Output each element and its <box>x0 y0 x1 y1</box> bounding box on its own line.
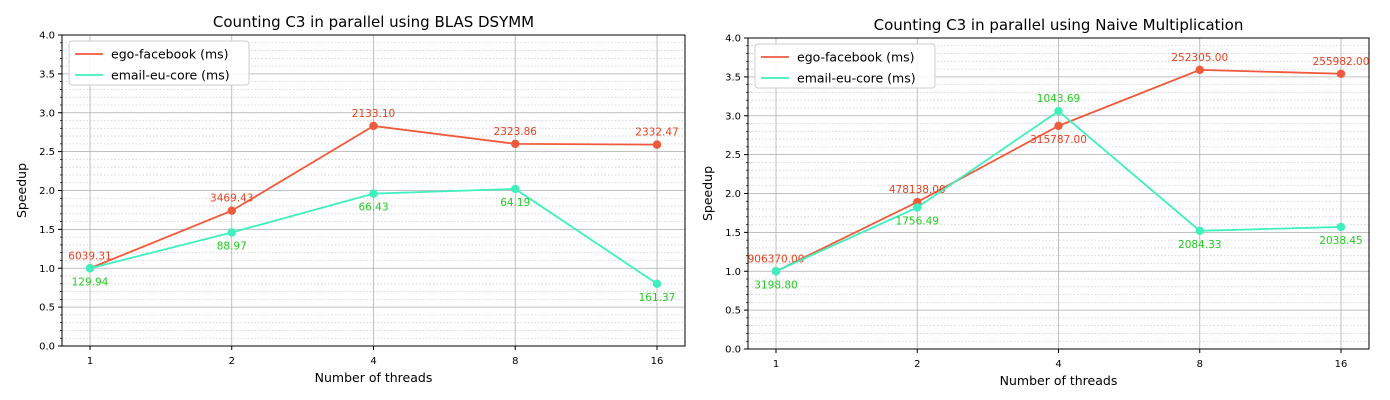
y-axis-label: Speedup <box>700 166 715 221</box>
data-point <box>227 228 236 237</box>
data-label: 2038.45 <box>1319 235 1362 247</box>
x-tick-label: 8 <box>1197 359 1203 370</box>
y-tick-label: 3.0 <box>725 111 741 122</box>
data-label: 3198.80 <box>754 279 797 291</box>
x-tick-label: 1 <box>773 359 779 370</box>
y-tick-label: 4.0 <box>39 31 55 42</box>
data-point <box>1336 222 1346 232</box>
x-tick-label: 4 <box>1055 359 1061 370</box>
legend-label: email-eu-core (ms) <box>111 68 230 83</box>
y-tick-label: 0.0 <box>725 345 741 356</box>
data-point <box>1195 65 1204 75</box>
data-label: 1756.49 <box>896 215 939 227</box>
legend-box <box>68 40 250 86</box>
y-tick-label: 2.0 <box>725 189 741 200</box>
chart-1: 0.0 0.5 1.0 1.5 2.0 2.5 3.0 3.5 4.0 1 2 4 8 16 Countin… <box>14 13 686 385</box>
data-point <box>652 279 662 288</box>
data-point <box>511 184 520 194</box>
data-label: 2323.86 <box>494 126 538 138</box>
data-label: 2084.33 <box>1178 239 1221 251</box>
x-tick-label: 4 <box>370 356 376 367</box>
legend-label: ego-facebook (ms) <box>111 47 229 62</box>
data-point <box>227 206 236 215</box>
legend-label: ego-facebook (ms) <box>797 50 915 65</box>
series-2: 3198.80 1756.49 1043.69 2084.33 2038.45 <box>754 93 1362 291</box>
data-point <box>85 264 95 273</box>
legend: ego-facebook (ms) email-eu-core (ms) <box>68 40 250 86</box>
y-tick-label: 2.5 <box>39 147 55 158</box>
data-point <box>511 139 520 149</box>
chart-2: 0.0 0.5 1.0 1.5 2.0 2.5 3.0 3.5 4.0 1 2 4 8 16 Countin… <box>700 16 1370 388</box>
y-tick-label: 2.0 <box>39 186 55 197</box>
legend-box <box>754 43 936 89</box>
y-tick-label: 0.0 <box>39 342 55 353</box>
legend: ego-facebook (ms) email-eu-core (ms) <box>754 43 936 89</box>
data-label: 88.97 <box>217 240 247 252</box>
y-tick-label: 0.5 <box>39 303 55 314</box>
data-point <box>1336 69 1346 78</box>
data-label: 906370.00 <box>748 253 805 265</box>
data-label: 255982.00 <box>1313 56 1370 68</box>
data-point <box>1054 121 1063 131</box>
data-label: 66.43 <box>358 202 388 214</box>
data-label: 478138.00 <box>889 184 946 196</box>
y-tick-label: 0.5 <box>725 306 741 317</box>
data-label: 2133.10 <box>352 108 395 120</box>
data-label: 64.19 <box>500 197 530 209</box>
x-tick-label: 16 <box>651 356 664 367</box>
x-tick-label: 1 <box>87 356 93 367</box>
data-point <box>1195 226 1204 236</box>
y-tick-label: 1.5 <box>725 228 741 239</box>
y-tick-label: 3.0 <box>39 108 55 119</box>
x-tick-label: 2 <box>229 356 235 367</box>
data-point <box>1054 106 1063 116</box>
x-tick-label: 8 <box>512 356 518 367</box>
y-tick-label: 3.5 <box>39 69 55 80</box>
series-1: 6039.31 3469.43 2133.10 2323.86 2332.47 <box>68 108 679 273</box>
data-label: 161.37 <box>639 292 676 304</box>
data-point <box>771 267 781 276</box>
y-tick-label: 2.5 <box>725 150 741 161</box>
y-tick-label: 1.5 <box>39 225 55 236</box>
chart-title: Counting C3 in parallel using Naive Mult… <box>874 16 1244 34</box>
data-label: 2332.47 <box>635 127 678 139</box>
y-tick-label: 1.0 <box>725 267 741 278</box>
data-point <box>652 140 662 149</box>
chart-title: Counting C3 in parallel using BLAS DSYMM <box>213 13 534 31</box>
data-label: 315787.00 <box>1030 134 1087 146</box>
data-label: 129.94 <box>72 276 109 288</box>
x-tick-label: 2 <box>914 359 920 370</box>
data-point <box>369 121 378 131</box>
data-label: 3469.43 <box>210 193 253 205</box>
y-tick-label: 3.5 <box>725 72 741 83</box>
x-axis-label: Number of threads <box>1000 373 1118 388</box>
y-tick-label: 4.0 <box>725 34 741 45</box>
series-2: 129.94 88.97 66.43 64.19 161.37 <box>72 184 676 304</box>
y-tick-label: 1.0 <box>39 264 55 275</box>
x-axis-label: Number of threads <box>315 370 433 385</box>
series-1: 906370.00 478138.00 315787.00 252305.00 2559… <box>748 52 1370 276</box>
y-axis-label: Speedup <box>14 163 29 218</box>
data-label: 1043.69 <box>1037 93 1080 105</box>
x-tick-label: 16 <box>1335 359 1348 370</box>
data-point <box>913 203 922 212</box>
legend-label: email-eu-core (ms) <box>797 71 916 86</box>
data-label: 252305.00 <box>1171 52 1228 64</box>
data-label: 6039.31 <box>68 250 111 262</box>
data-point <box>369 189 378 198</box>
